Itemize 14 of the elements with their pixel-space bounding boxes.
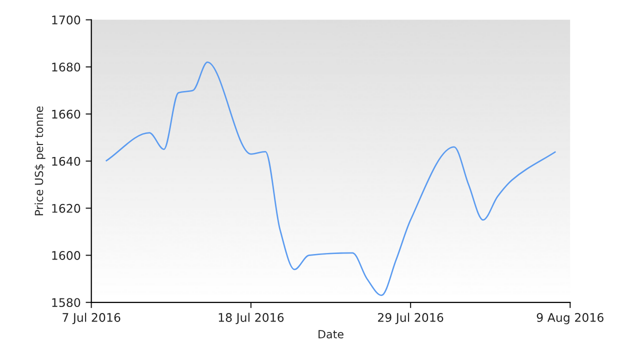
x-axis-title: Date — [318, 330, 344, 338]
x-tick-label: 18 Jul 2016 — [218, 312, 284, 324]
y-tick-label: 1680 — [52, 62, 80, 72]
y-tick-label: 1700 — [52, 16, 80, 24]
x-tick-label: 29 Jul 2016 — [378, 312, 444, 324]
y-tick-label: 1660 — [52, 110, 80, 119]
y-tick-label: 1640 — [52, 156, 80, 166]
line-series — [105, 61, 556, 296]
y-axis-title: Price US$ per tonne — [34, 106, 46, 216]
x-tick-label: 7 Jul 2016 — [62, 312, 120, 324]
y-tick-label: 1600 — [52, 251, 80, 260]
y-tick-label: 1620 — [52, 204, 80, 213]
x-tick-label: 9 Aug 2016 — [536, 313, 604, 324]
y-tick-label: 1580 — [52, 298, 80, 308]
